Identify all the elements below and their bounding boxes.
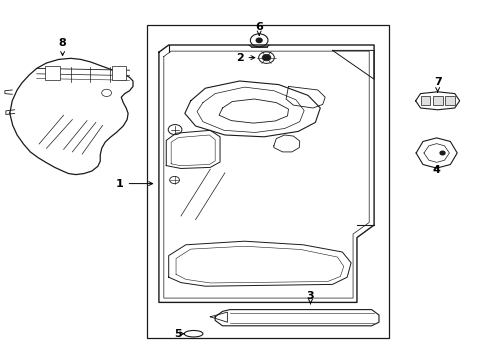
Bar — [112, 66, 126, 80]
Text: 2: 2 — [235, 53, 254, 63]
Bar — [420, 96, 429, 105]
Text: 1: 1 — [116, 179, 152, 189]
Text: 8: 8 — [59, 38, 66, 55]
Text: 3: 3 — [306, 291, 314, 304]
Bar — [432, 96, 442, 105]
Text: 7: 7 — [433, 77, 441, 92]
Text: 4: 4 — [432, 165, 440, 175]
Text: 5: 5 — [173, 329, 184, 339]
Bar — [146, 25, 388, 338]
Circle shape — [256, 38, 262, 42]
Text: 6: 6 — [255, 22, 263, 35]
Circle shape — [439, 151, 444, 155]
Bar — [45, 66, 60, 80]
Bar — [444, 96, 454, 105]
Circle shape — [262, 54, 270, 61]
